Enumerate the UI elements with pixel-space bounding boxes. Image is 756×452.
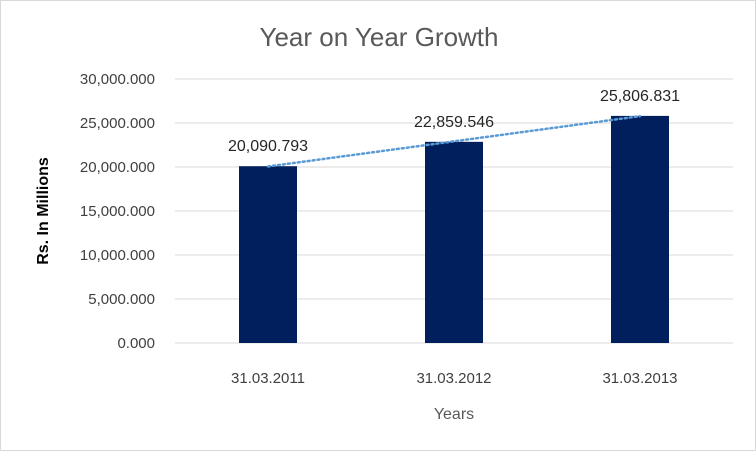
x-axis-title: Years [434,406,474,423]
y-axis-title: Rs. In Millions [35,157,52,265]
y-tick-label: 25,000.000 [80,115,155,132]
y-tick-label: 20,000.000 [80,159,155,176]
bar [239,166,297,343]
trendline-layer [266,114,642,168]
y-axis-ticks: 0.000 5,000.000 10,000.000 15,000.000 20,000… [80,71,155,352]
bar [611,115,669,343]
trendline [266,114,642,168]
x-axis-categories: 31.03.2011 31.03.2012 31.03.2013 [231,370,678,387]
y-tick-label: 0.000 [117,335,155,352]
y-tick-label: 10,000.000 [80,247,155,264]
bar-value-label: 20,090.793 [228,138,308,155]
bar-value-label: 25,806.831 [600,88,680,105]
x-category-label: 31.03.2012 [416,370,491,387]
y-tick-label: 5,000.000 [88,291,155,308]
data-labels: 20,090.793 22,859.546 25,806.831 [228,88,680,155]
bar [425,141,483,343]
y-tick-label: 30,000.000 [80,71,155,88]
y-tick-label: 15,000.000 [80,203,155,220]
bar-value-label: 22,859.546 [414,114,494,131]
x-category-label: 31.03.2013 [602,370,677,387]
x-category-label: 31.03.2011 [231,370,305,387]
chart-title: Year on Year Growth [260,22,499,52]
bars [239,115,669,343]
